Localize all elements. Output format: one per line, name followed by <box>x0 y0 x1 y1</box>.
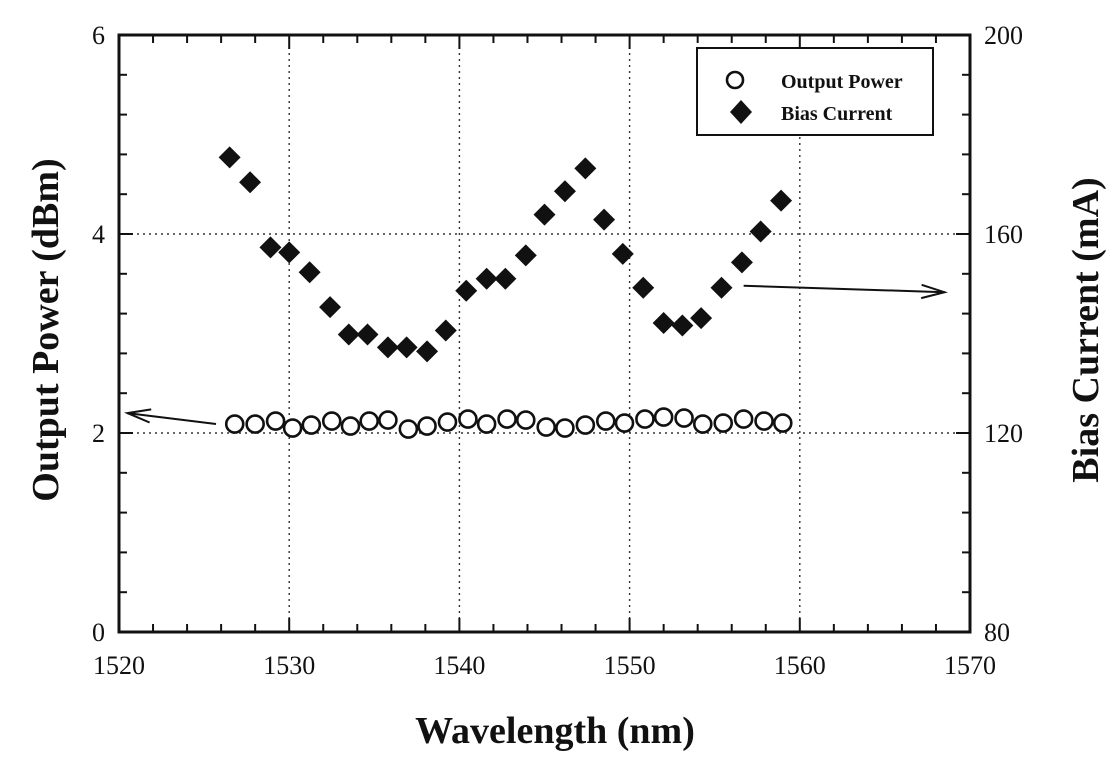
x-tick-label: 1530 <box>263 651 315 680</box>
output-power-point <box>614 413 635 433</box>
arrow-shaft <box>743 284 945 294</box>
bias-current-point <box>514 244 537 267</box>
output-power-point <box>595 411 616 431</box>
bias-current-point <box>319 296 342 319</box>
output-power-point <box>497 409 517 429</box>
bias-current-point <box>376 336 399 359</box>
plot-frame <box>117 33 972 634</box>
bias-current-point <box>218 146 241 169</box>
output-power-point <box>692 414 713 434</box>
grid-lines <box>119 35 970 632</box>
bias-current-point <box>611 242 634 265</box>
output-power-point <box>378 410 398 430</box>
output-power-point <box>536 417 557 437</box>
output-power-point <box>340 416 361 436</box>
legend-marker-bias-current <box>730 100 752 124</box>
bias-current-point <box>770 189 793 212</box>
arrow-head <box>920 283 949 300</box>
y-right-tick-label: 120 <box>984 419 1023 448</box>
output-power-point <box>476 414 497 434</box>
output-power-point <box>575 415 596 435</box>
arrow-to-left-axis <box>123 408 217 426</box>
arrow-shaft <box>127 412 217 426</box>
output-power-point <box>359 411 379 431</box>
y-left-tick-label: 0 <box>92 618 105 647</box>
x-tick-label: 1570 <box>944 651 996 680</box>
output-power-point <box>265 411 286 431</box>
output-power-point <box>417 416 437 436</box>
axis-arrows <box>123 283 949 426</box>
bias-current-point <box>730 251 753 274</box>
output-power-point <box>437 412 458 432</box>
bias-current-point <box>455 279 478 302</box>
bias-current-point <box>356 323 379 346</box>
y-left-tick-label: 6 <box>92 21 105 50</box>
legend-label-bias-current: Bias Current <box>781 103 893 125</box>
bias-current-point <box>632 276 655 299</box>
output-power-point <box>653 407 674 427</box>
output-power-point <box>635 409 655 429</box>
bias-current-point <box>494 267 517 290</box>
bias-current-point <box>416 340 439 363</box>
x-tick-label: 1520 <box>93 651 145 680</box>
bias-current-point <box>278 241 301 264</box>
bias-current-point <box>337 323 360 346</box>
y-right-tick-label: 160 <box>984 220 1023 249</box>
y-left-axis-title: Output Power (dBm) <box>25 158 67 501</box>
y-left-tick-label: 4 <box>92 220 105 249</box>
y-right-tick-label: 200 <box>984 21 1023 50</box>
arrow-to-right-axis <box>743 283 949 300</box>
bias-current-point <box>434 319 457 342</box>
x-tick-label: 1540 <box>433 651 485 680</box>
output-power-point <box>772 413 793 433</box>
legend-label-output-power: Output Power <box>781 71 903 93</box>
y-left-tick-label: 2 <box>92 419 105 448</box>
bias-current-point <box>574 157 597 180</box>
bias-current-point <box>533 203 556 226</box>
output-power-point <box>224 414 245 434</box>
output-power-point <box>301 415 322 435</box>
bias-current-point <box>553 180 576 203</box>
arrow-head <box>123 408 152 424</box>
output-power-point <box>282 418 303 438</box>
output-power-point <box>458 409 478 429</box>
bias-current-point <box>395 336 418 359</box>
legend: Output Power Bias Current <box>696 47 934 136</box>
bias-current-point <box>749 220 772 243</box>
bias-current-point <box>259 236 282 259</box>
bias-current-point <box>710 276 733 299</box>
bias-current-point <box>671 314 694 337</box>
data-marks <box>218 146 793 439</box>
bias-current-point <box>475 267 498 290</box>
output-power-point <box>245 414 265 434</box>
series-bias-current <box>218 146 793 363</box>
bias-current-point <box>593 208 616 231</box>
x-tick-labels: 1520 1530 1540 1550 1560 1570 <box>93 651 996 680</box>
output-power-point <box>555 418 575 438</box>
bias-current-point <box>652 312 675 335</box>
output-power-point <box>713 413 734 433</box>
output-power-point <box>754 411 774 431</box>
y-right-axis-title: Bias Current (mA) <box>1065 177 1107 482</box>
y-right-tick-labels: 80 120 160 200 <box>984 21 1023 647</box>
bias-current-point <box>239 171 262 194</box>
output-power-point <box>733 409 754 429</box>
output-power-point <box>321 411 342 431</box>
output-power-point <box>398 419 419 439</box>
x-tick-label: 1560 <box>774 651 826 680</box>
bias-current-point <box>690 307 713 330</box>
x-axis-title: Wavelength (nm) <box>415 710 695 752</box>
series-output-power <box>224 407 793 439</box>
legend-marker-output-power <box>725 70 745 90</box>
y-right-tick-label: 80 <box>984 618 1010 647</box>
x-tick-label: 1550 <box>604 651 656 680</box>
output-power-point <box>674 408 694 428</box>
output-power-point <box>515 410 536 430</box>
y-left-tick-labels: 0 2 4 6 <box>92 21 105 647</box>
bias-current-point <box>298 261 321 284</box>
legend-box <box>696 47 934 136</box>
